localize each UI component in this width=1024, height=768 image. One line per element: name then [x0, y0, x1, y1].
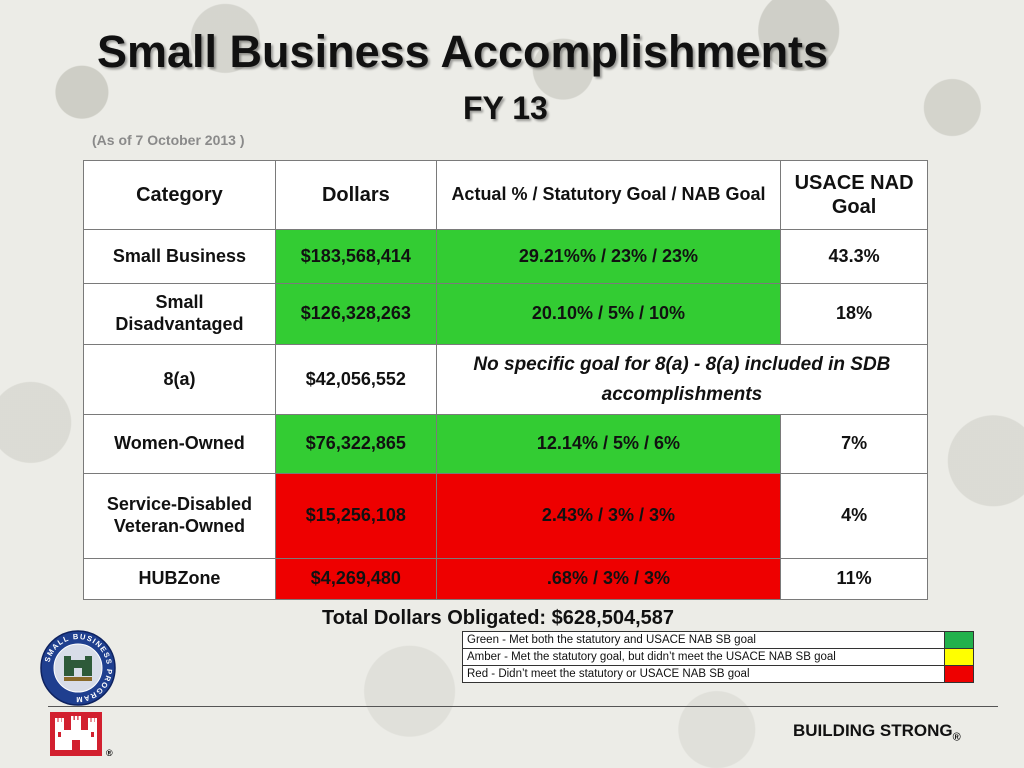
small-business-program-seal-icon: SMALL BUSINESS PROGRAM: [40, 630, 116, 706]
row-actual: 20.10% / 5% / 10%: [435, 283, 782, 345]
as-of-date: (As of 7 October 2013 ): [92, 132, 245, 148]
row-actual: 29.21%% / 23% / 23%: [435, 229, 782, 284]
table-row: Women-Owned $76,322,865 12.14% / 5% / 6%…: [83, 414, 928, 474]
row-actual: 2.43% / 3% / 3%: [435, 473, 782, 559]
row-dollars: $76,322,865: [274, 414, 437, 474]
slide-title: Small Business Accomplishments: [97, 26, 829, 77]
legend-row-green: Green - Met both the statutory and USACE…: [462, 631, 974, 649]
row-dollars: $15,256,108: [274, 473, 437, 559]
row-category: 8(a): [83, 344, 276, 415]
legend-text: Red - Didn’t meet the statutory or USACE…: [462, 665, 945, 683]
row-category: Small Business: [83, 229, 276, 284]
accomplishments-table: Category Dollars Actual % / Statutory Go…: [83, 160, 929, 600]
table-row: Small Business $183,568,414 29.21%% / 23…: [83, 229, 928, 284]
row-dollars: $183,568,414: [274, 229, 437, 284]
row-category: Women-Owned: [83, 414, 276, 474]
row-dollars: $42,056,552: [274, 344, 437, 415]
building-strong-tagline: BUILDING STRONG®: [793, 721, 961, 743]
header-actual-goal: Actual % / Statutory Goal / NAB Goal: [435, 160, 782, 230]
row-category: HUBZone: [83, 558, 276, 600]
row-category: Small Disadvantaged: [83, 283, 276, 345]
row-nad-goal: 11%: [780, 558, 928, 600]
row-actual: 12.14% / 5% / 6%: [435, 414, 782, 474]
row-dollars: $4,269,480: [274, 558, 437, 600]
legend-row-red: Red - Didn’t meet the statutory or USACE…: [462, 665, 974, 683]
usace-castle-logo-icon: [50, 712, 102, 756]
castle-registered-mark: ®: [106, 748, 113, 758]
header-nad-goal: USACE NAD Goal: [780, 160, 928, 230]
registered-mark: ®: [952, 731, 961, 744]
row-nad-goal: 4%: [780, 473, 928, 559]
legend-text: Green - Met both the statutory and USACE…: [462, 631, 945, 649]
color-legend: Green - Met both the statutory and USACE…: [462, 631, 974, 683]
total-dollars: Total Dollars Obligated: $628,504,587: [322, 607, 674, 629]
row-category: Service-Disabled Veteran-Owned: [83, 473, 276, 559]
slide-subtitle: FY 13: [463, 90, 548, 126]
legend-swatch-amber: [944, 648, 974, 666]
table-header-row: Category Dollars Actual % / Statutory Go…: [83, 160, 928, 230]
row-note: No specific goal for 8(a) - 8(a) include…: [435, 344, 929, 415]
row-nad-goal: 7%: [780, 414, 928, 474]
row-dollars: $126,328,263: [274, 283, 437, 345]
row-nad-goal: 43.3%: [780, 229, 928, 284]
row-actual: .68% / 3% / 3%: [435, 558, 782, 600]
footer-divider: [48, 706, 998, 707]
table-row: Service-Disabled Veteran-Owned $15,256,1…: [83, 473, 928, 559]
legend-swatch-red: [944, 665, 974, 683]
table-row: HUBZone $4,269,480 .68% / 3% / 3% 11%: [83, 558, 928, 600]
header-category: Category: [83, 160, 276, 230]
table-row: 8(a) $42,056,552 No specific goal for 8(…: [83, 344, 929, 415]
legend-swatch-green: [944, 631, 974, 649]
tagline-text: BUILDING STRONG: [793, 721, 953, 740]
header-dollars: Dollars: [274, 160, 437, 230]
legend-text: Amber - Met the statutory goal, but didn…: [462, 648, 945, 666]
legend-row-amber: Amber - Met the statutory goal, but didn…: [462, 648, 974, 666]
table-row: Small Disadvantaged $126,328,263 20.10% …: [83, 283, 928, 345]
row-nad-goal: 18%: [780, 283, 928, 345]
